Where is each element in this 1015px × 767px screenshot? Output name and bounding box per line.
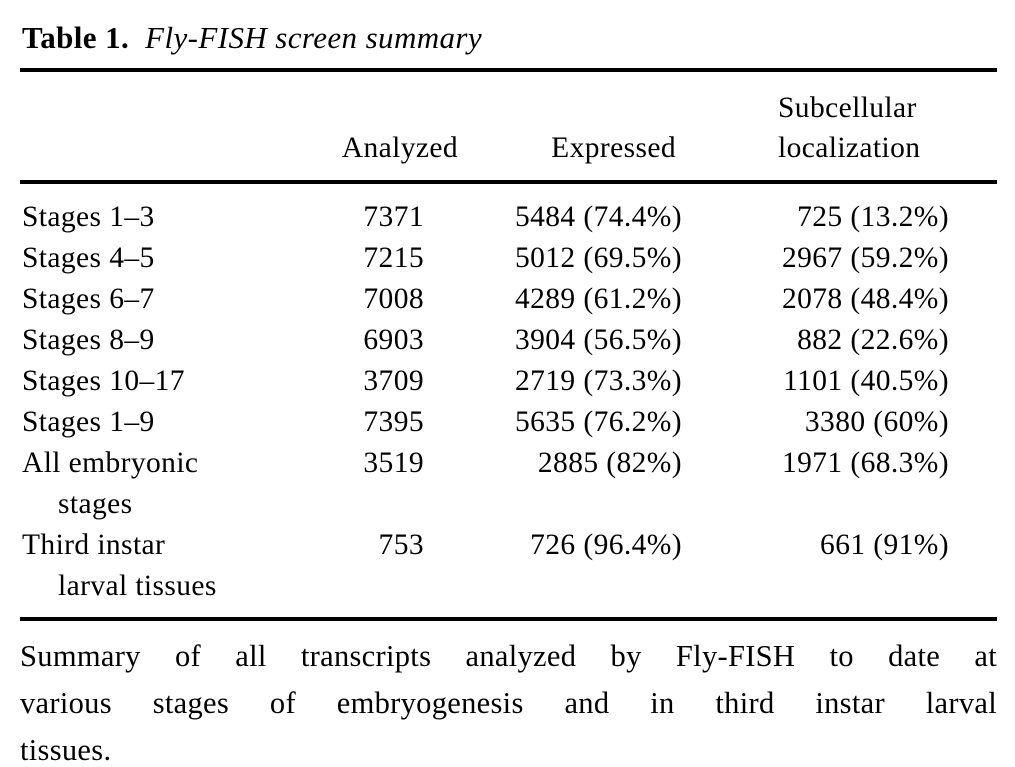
analyzed-value: 7008 [363, 283, 424, 315]
expressed-value: 5484 (74.4%) [514, 201, 682, 233]
localization-value: 725 (13.2%) [797, 201, 949, 233]
caption-line: various stages of embryogenesis and in t… [20, 686, 997, 720]
stage-label: Stages 1–3 [22, 201, 155, 233]
localization-value: 2078 (48.4%) [781, 283, 949, 315]
table-title: Table 1. Fly-FISH screen summary [20, 12, 997, 68]
stage-label: Third instar [22, 529, 166, 561]
table-row-stages-4-5: Stages 4–5 7215 5012 (69.5%) 2967 (59.2%… [20, 238, 997, 279]
stage-label: Stages 8–9 [22, 324, 155, 356]
table-caption: Summary of all transcripts analyzed by F… [20, 633, 997, 767]
stage-label: Stages 10–17 [22, 365, 185, 397]
caption-line: tissues. [20, 733, 112, 767]
stage-label-line2: larval tissues [58, 570, 217, 602]
expressed-value: 5012 (69.5%) [514, 242, 682, 274]
analyzed-value: 3519 [363, 447, 424, 479]
table-row-stages-10-17: Stages 10–17 3709 2719 (73.3%) 1101 (40.… [20, 361, 997, 402]
expressed-value: 2719 (73.3%) [514, 365, 682, 397]
localization-value: 661 (91%) [820, 529, 949, 561]
stage-label: Stages 6–7 [22, 283, 155, 315]
expressed-value: 726 (96.4%) [530, 529, 682, 561]
table-row-third-instar-larval-tissues: Third instar larval tissues 753 726 (96.… [20, 525, 997, 617]
stage-label: All embryonic [22, 447, 199, 479]
analyzed-value: 3709 [363, 365, 424, 397]
analyzed-value: 7371 [363, 201, 424, 233]
table-row-all-embryonic-stages: All embryonic stages 3519 2885 (82%) 197… [20, 443, 997, 525]
stage-label: Stages 4–5 [22, 242, 155, 274]
expressed-value: 5635 (76.2%) [514, 406, 682, 438]
stage-label-line2: stages [58, 488, 133, 520]
table-number: Table 1. [22, 20, 130, 55]
localization-value: 1101 (40.5%) [783, 365, 949, 397]
table-row-stages-1-3: Stages 1–3 7371 5484 (74.4%) 725 (13.2%) [20, 182, 997, 238]
header-expressed: Expressed [551, 132, 676, 164]
localization-value: 1971 (68.3%) [781, 447, 949, 479]
table-row-stages-8-9: Stages 8–9 6903 3904 (56.5%) 882 (22.6%) [20, 320, 997, 361]
table-row-stages-6-7: Stages 6–7 7008 4289 (61.2%) 2078 (48.4%… [20, 279, 997, 320]
expressed-value: 2885 (82%) [537, 447, 682, 479]
localization-value: 3380 (60%) [804, 406, 949, 438]
stage-label: Stages 1–9 [22, 406, 155, 438]
header-analyzed: Analyzed [341, 132, 458, 164]
analyzed-value: 7395 [363, 406, 424, 438]
analyzed-value: 7215 [363, 242, 424, 274]
expressed-value: 4289 (61.2%) [514, 283, 682, 315]
header-row: Analyzed Expressed Subcellular localizat… [20, 72, 997, 182]
header-subcellular-localization: Subcellular localization [778, 92, 921, 164]
top-rule [20, 68, 997, 72]
bottom-rule [20, 617, 997, 621]
header-stage [20, 72, 308, 182]
table-row-stages-1-9: Stages 1–9 7395 5635 (76.2%) 3380 (60%) [20, 402, 997, 443]
analyzed-value: 753 [378, 529, 424, 561]
analyzed-value: 6903 [363, 324, 424, 356]
expressed-value: 3904 (56.5%) [514, 324, 682, 356]
table-body: Stages 1–3 7371 5484 (74.4%) 725 (13.2%)… [20, 182, 997, 617]
caption-line: Summary of all transcripts analyzed by F… [20, 639, 997, 673]
table-header: Analyzed Expressed Subcellular localizat… [20, 72, 997, 182]
localization-value: 2967 (59.2%) [781, 242, 949, 274]
fly-fish-summary-table: Analyzed Expressed Subcellular localizat… [20, 72, 997, 617]
table-title-text: Fly-FISH screen summary [145, 20, 483, 55]
localization-value: 882 (22.6%) [797, 324, 949, 356]
